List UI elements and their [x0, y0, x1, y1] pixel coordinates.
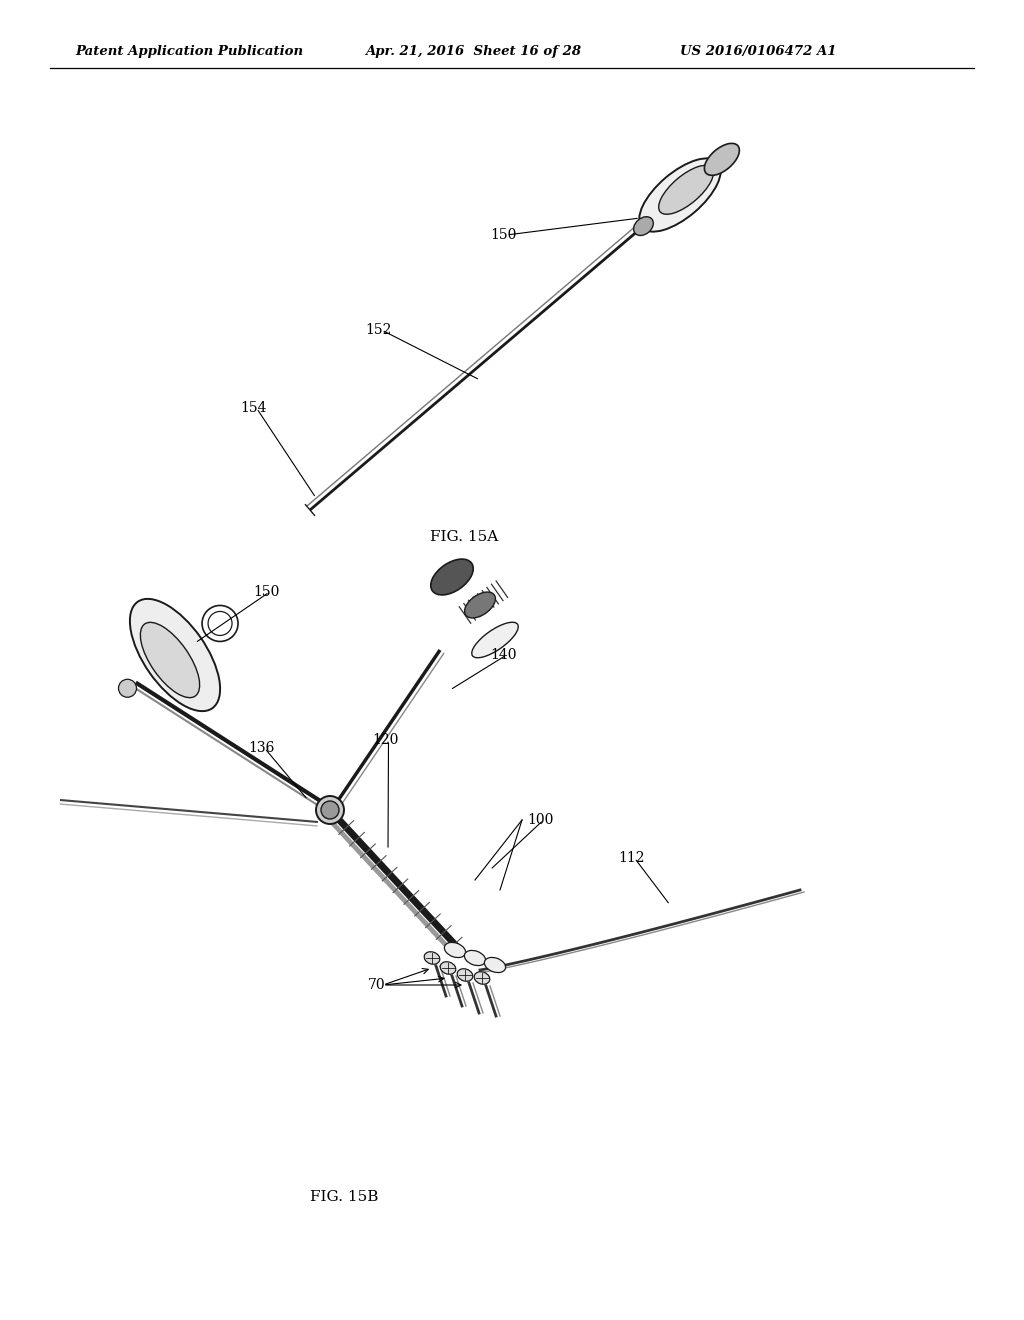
Ellipse shape — [484, 957, 506, 973]
Text: 112: 112 — [618, 851, 644, 865]
Ellipse shape — [474, 972, 489, 985]
Ellipse shape — [316, 796, 344, 824]
Text: 152: 152 — [365, 323, 391, 337]
Ellipse shape — [457, 969, 473, 981]
Text: 70: 70 — [368, 978, 386, 993]
Text: 154: 154 — [240, 401, 266, 414]
Ellipse shape — [705, 144, 739, 176]
Ellipse shape — [119, 680, 136, 697]
Text: 150: 150 — [253, 585, 280, 599]
Ellipse shape — [472, 622, 518, 657]
Text: 136: 136 — [248, 741, 274, 755]
Text: 100: 100 — [527, 813, 553, 828]
Text: FIG. 15A: FIG. 15A — [430, 531, 499, 544]
Ellipse shape — [639, 158, 721, 232]
Ellipse shape — [431, 560, 473, 595]
Ellipse shape — [465, 950, 485, 965]
Text: 120: 120 — [372, 733, 398, 747]
Ellipse shape — [440, 962, 456, 974]
Text: Patent Application Publication: Patent Application Publication — [75, 45, 303, 58]
Ellipse shape — [658, 165, 714, 214]
Ellipse shape — [424, 952, 439, 965]
Ellipse shape — [140, 622, 200, 698]
Ellipse shape — [130, 599, 220, 711]
Text: 140: 140 — [490, 648, 516, 663]
Ellipse shape — [444, 942, 466, 957]
Ellipse shape — [465, 593, 496, 618]
Text: 150: 150 — [490, 228, 516, 242]
Ellipse shape — [634, 216, 653, 235]
Text: Apr. 21, 2016  Sheet 16 of 28: Apr. 21, 2016 Sheet 16 of 28 — [365, 45, 582, 58]
Text: US 2016/0106472 A1: US 2016/0106472 A1 — [680, 45, 837, 58]
Ellipse shape — [321, 801, 339, 818]
Text: FIG. 15B: FIG. 15B — [310, 1191, 379, 1204]
